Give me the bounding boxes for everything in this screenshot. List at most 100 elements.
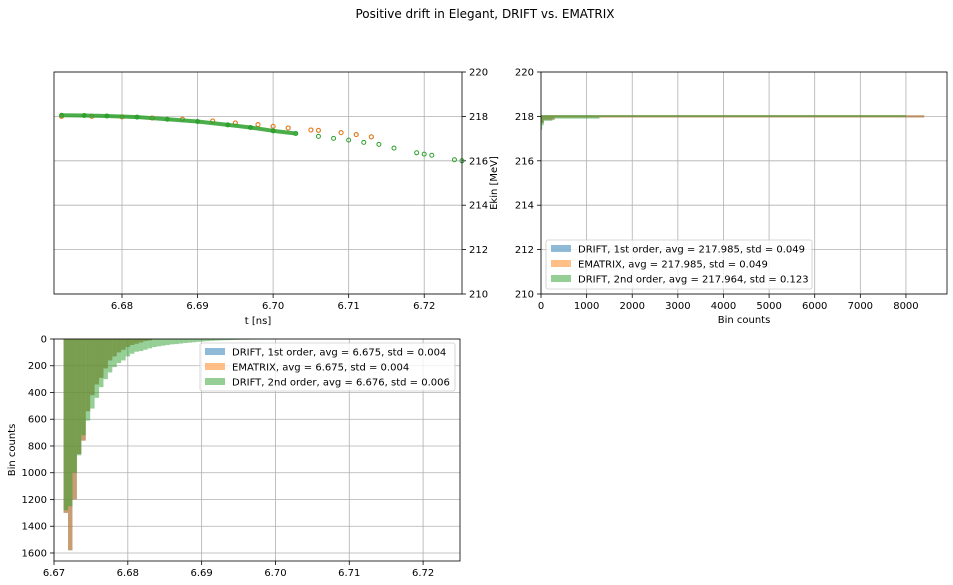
histogram-bar (116, 339, 122, 364)
data-point (391, 145, 397, 151)
legend-label: DRIFT, 1st order, avg = 217.985, std = 0… (578, 245, 805, 256)
x-tick-label: 1000 (574, 301, 599, 312)
histogram-bar (205, 339, 210, 342)
x-tick-label: 3000 (665, 301, 690, 312)
x-tick-label: 8000 (893, 301, 918, 312)
x-tick-label: 6.71 (338, 568, 360, 579)
histogram-bar (165, 339, 170, 346)
y-tick-label: 600 (28, 415, 47, 426)
data-point (346, 137, 352, 143)
histogram-bar (236, 339, 241, 340)
plot-frame (540, 71, 948, 295)
x-tick-label: 6000 (802, 301, 827, 312)
x-tick-label: 6.70 (262, 301, 284, 312)
histogram-bar (68, 339, 73, 507)
histogram-bar (76, 339, 82, 456)
histogram-bar (187, 339, 193, 343)
y-axis-label: Bin counts (7, 424, 18, 477)
plot-frame (53, 71, 463, 295)
data-point (376, 141, 382, 147)
point-cluster (135, 115, 170, 122)
histogram-bar (85, 339, 91, 421)
y-tick-label: 212 (469, 245, 488, 256)
x-tick-label: 6.67 (43, 568, 65, 579)
histogram-bar (99, 339, 104, 388)
x-tick-label: 6.72 (412, 568, 434, 579)
x-tick-label: 5000 (756, 301, 781, 312)
y-tick-label: 200 (28, 361, 47, 372)
histogram-bar (541, 116, 600, 119)
plot-frame (53, 338, 461, 562)
x-tick-label: 6.69 (186, 301, 208, 312)
histogram-bar (94, 339, 100, 398)
y-tick-label: 214 (469, 201, 488, 212)
point-cluster (248, 125, 276, 133)
histogram-bar (134, 339, 139, 352)
histogram-bar (227, 339, 232, 341)
data-point (338, 130, 344, 136)
x-axis-label: t [ns] (245, 316, 272, 327)
data-point (315, 133, 321, 139)
histogram-bar (147, 339, 153, 349)
histogram-bar (138, 339, 144, 352)
histogram-bar (103, 339, 108, 380)
y-tick-label: 210 (469, 290, 488, 301)
y-tick-label: 210 (515, 290, 534, 301)
histogram-bar (161, 339, 166, 346)
x-tick-label: 7000 (848, 301, 873, 312)
data-point (255, 122, 261, 128)
histogram-bar (178, 339, 184, 344)
legend-swatch (205, 363, 225, 370)
histogram-bar (143, 339, 148, 350)
point-cluster (225, 122, 253, 130)
x-tick-label: 6.68 (117, 568, 139, 579)
x-tick-label: 4000 (711, 301, 736, 312)
data-point (451, 157, 457, 163)
x-tick-label: 6.71 (338, 301, 360, 312)
x-tick-label: 0 (538, 301, 544, 312)
y-tick-label: 400 (28, 388, 47, 399)
legend-swatch (551, 260, 571, 267)
data-point (368, 134, 374, 140)
data-point (308, 127, 314, 133)
data-point (315, 127, 321, 133)
y-axis-label: Ekin [MeV] (489, 156, 500, 210)
histogram-bar (152, 339, 157, 348)
legend-label: DRIFT, 2nd order, avg = 217.964, std = 0… (578, 275, 809, 286)
y-tick-label: 216 (469, 156, 488, 167)
legend-swatch (551, 275, 571, 282)
y-tick-label: 218 (469, 112, 488, 123)
histogram-bar (174, 339, 179, 345)
histogram-bar (541, 120, 544, 126)
histogram-bar (541, 125, 543, 130)
legend-swatch (205, 378, 225, 385)
histogram-bar (72, 339, 77, 473)
legend-box (199, 342, 456, 392)
data-point (421, 151, 427, 157)
histogram-bar (200, 339, 206, 342)
histogram-bar (209, 339, 215, 341)
histogram-bar (107, 339, 113, 373)
histogram-bar (112, 339, 117, 368)
legend-label: EMATRIX, avg = 6.675, std = 0.004 (232, 363, 409, 374)
y-tick-label: 218 (515, 112, 534, 123)
legend-box (545, 239, 813, 290)
x-axis-label: Bin counts (718, 315, 771, 326)
histogram-bar (130, 339, 135, 354)
y-tick-label: 220 (469, 68, 488, 79)
legend-swatch (205, 348, 225, 355)
x-tick-label: 6.68 (111, 301, 133, 312)
point-cluster (195, 119, 230, 127)
data-point (285, 125, 291, 131)
y-tick-label: 1600 (22, 548, 47, 559)
figure-title: Positive drift in Elegant, DRIFT vs. EMA… (355, 7, 614, 21)
data-point (353, 132, 359, 138)
point-cluster (104, 113, 140, 120)
x-tick-label: 6.70 (264, 568, 286, 579)
histogram-bar (196, 339, 201, 342)
chart-3-time-histogram: 6.67 6.68 6.69 6.70 6.71 6.72 0 200 400 600 800 100… (7, 335, 461, 579)
y-tick-label: 0 (41, 335, 47, 346)
x-tick-label: 2000 (620, 301, 645, 312)
histogram-bar (218, 339, 224, 341)
x-tick-label: 6.72 (413, 301, 435, 312)
